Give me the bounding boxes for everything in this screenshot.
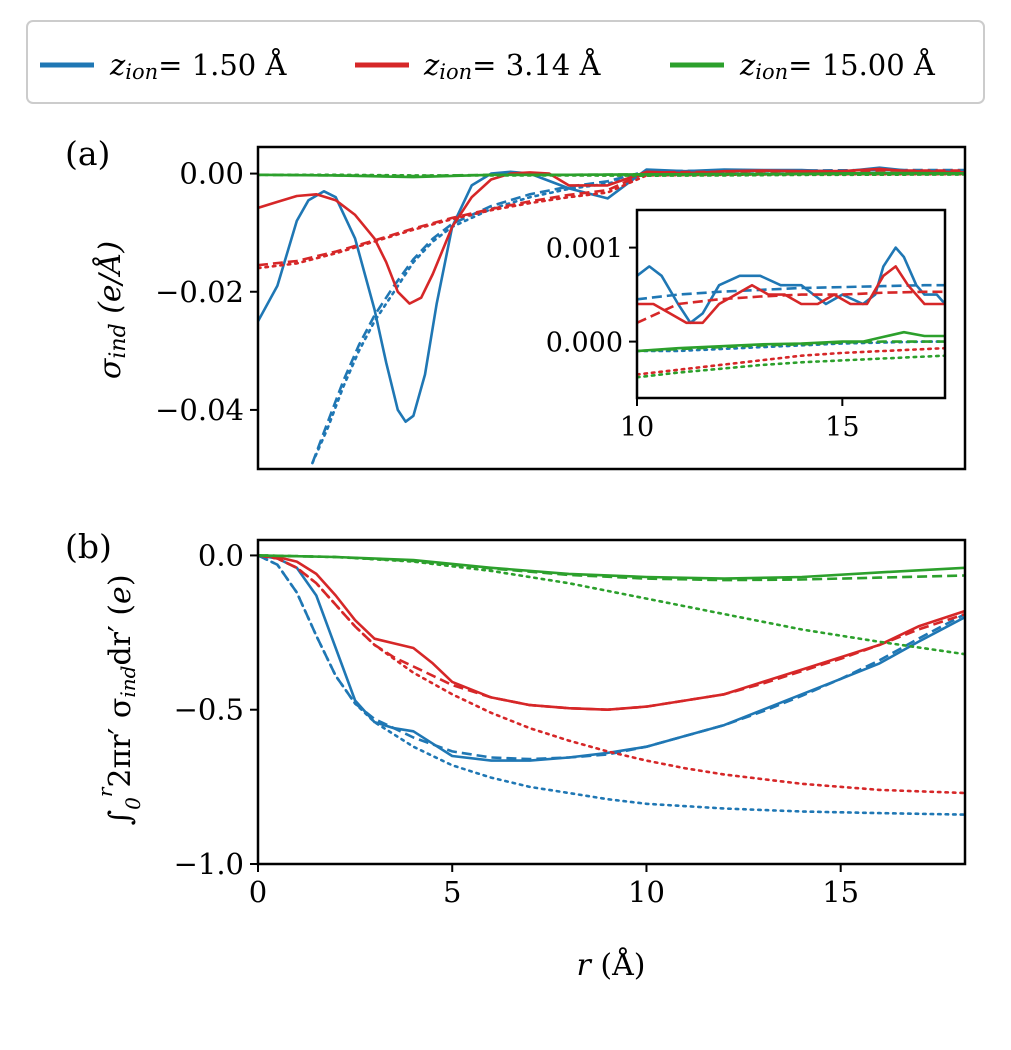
panel-b-xtick-label-1: 5 [443,875,461,909]
panel-b-ylabel-body: 2πr′ σ [103,698,138,788]
panel-b-xtick-label-2: 10 [628,875,665,909]
legend-value-1: = 3.14 Å [472,47,601,82]
panel-b-series-1-dashed [258,554,965,761]
panel-b-xlabel: r (Å) [577,947,646,983]
panel-b-ylabel: ∫0r2πr′ σinddr′ (e) [93,574,145,825]
inset-series-group [637,246,945,379]
inset-series-7-dashed [637,340,945,353]
panel-b-ylabel-close: ) [103,574,138,586]
panel-a-ytick-label-0: 0.00 [179,157,244,191]
panel-b-series-7-dashed [258,554,965,582]
panel-a-ylabel-sub: ind [106,323,131,358]
panel-b-series-group [258,554,965,816]
panel-a-series-8-dotted [258,173,965,177]
panel-b-xtick-label-3: 15 [822,875,859,909]
legend-label-1: zion= 3.14 Å [423,47,601,84]
legend-sub-0: ion [125,60,158,84]
inset-series-2-dotted [637,340,945,353]
legend: zion= 1.50 Å zion= 3.14 Å zion= 15.00 Å [26,20,985,104]
panel-b-ylabel-text: ∫0r2πr′ σinddr′ (e) [93,574,145,825]
inset-background [637,210,945,398]
panel-a-ylabel-rest: (e/Å) [92,241,128,323]
inset-xtick-label-0: 10 [620,412,654,443]
inset-series-1-dashed [637,283,945,301]
inset-frame [635,208,947,400]
legend-frame [26,20,985,104]
panel-b-ytick-label-0: 0.0 [198,538,244,572]
inset-series-5-dotted [637,346,945,376]
panel-a-plot: 0.00 −0.02 −0.04 [155,145,967,471]
panel-b-series-2-dotted [258,554,965,816]
panel-b-ylabel-unit: e [103,586,138,604]
panel-a-series-7-dashed [258,172,965,178]
legend-sub-2: ion [755,60,788,84]
legend-entry-1: zion= 3.14 Å [355,47,601,84]
panel-label-a: (a) [65,134,110,173]
panel-label-b: (b) [65,527,112,566]
panel-b-series-3-solid [258,554,965,712]
inset-series-8-dotted [637,354,945,379]
panel-b-ylabel-lower: 0 [121,797,145,810]
panel-a-series-group [258,166,965,465]
panel-b-ylabel-tail: dr′ ( [103,604,138,666]
panel-b-series-0-solid [258,554,965,762]
panel-b-series-8-dotted [258,554,965,656]
panel-b-series-5-dotted [258,554,965,795]
inset-ytick-label-1: 0.000 [546,328,623,359]
panel-a-ytick-label-2: −0.04 [155,393,244,427]
inset-series-4-dashed [637,290,945,324]
panel-b-frame [256,538,967,866]
panel-a-frame [256,145,967,471]
panel-a-inset: 0.001 0.000 10 15 [546,208,947,443]
legend-value-0: = 1.50 Å [158,47,287,82]
inset-series-3-solid [637,265,945,325]
panel-b-xtick-label-0: 0 [249,875,267,909]
panel-b-plot: 0.0 −0.5 −1.00 5 10 15 [174,538,967,909]
panel-b-ylabel-ind: ind [116,666,140,698]
inset-xtick-label-1: 15 [825,412,859,443]
panel-a-ytick-label-1: −0.02 [155,275,244,309]
panel-b-ytick-label-2: −1.0 [174,847,244,881]
panel-b-xlabel-unit: (Å) [600,947,645,983]
legend-value-2: = 15.00 Å [788,47,936,82]
panel-a-ylabel-text: σind (e/Å) [92,241,131,379]
legend-sub-1: ion [439,60,472,84]
panel-a-ylabel: σind (e/Å) [92,241,131,379]
panel-a-ylabel-main: σ [93,357,128,379]
panel-b-ylabel-upper: r [93,786,117,797]
panel-b-ytick-label-1: −0.5 [174,693,244,727]
panel-b-series-4-dashed [258,554,965,712]
inset-ytick-label-0: 0.001 [546,234,623,265]
